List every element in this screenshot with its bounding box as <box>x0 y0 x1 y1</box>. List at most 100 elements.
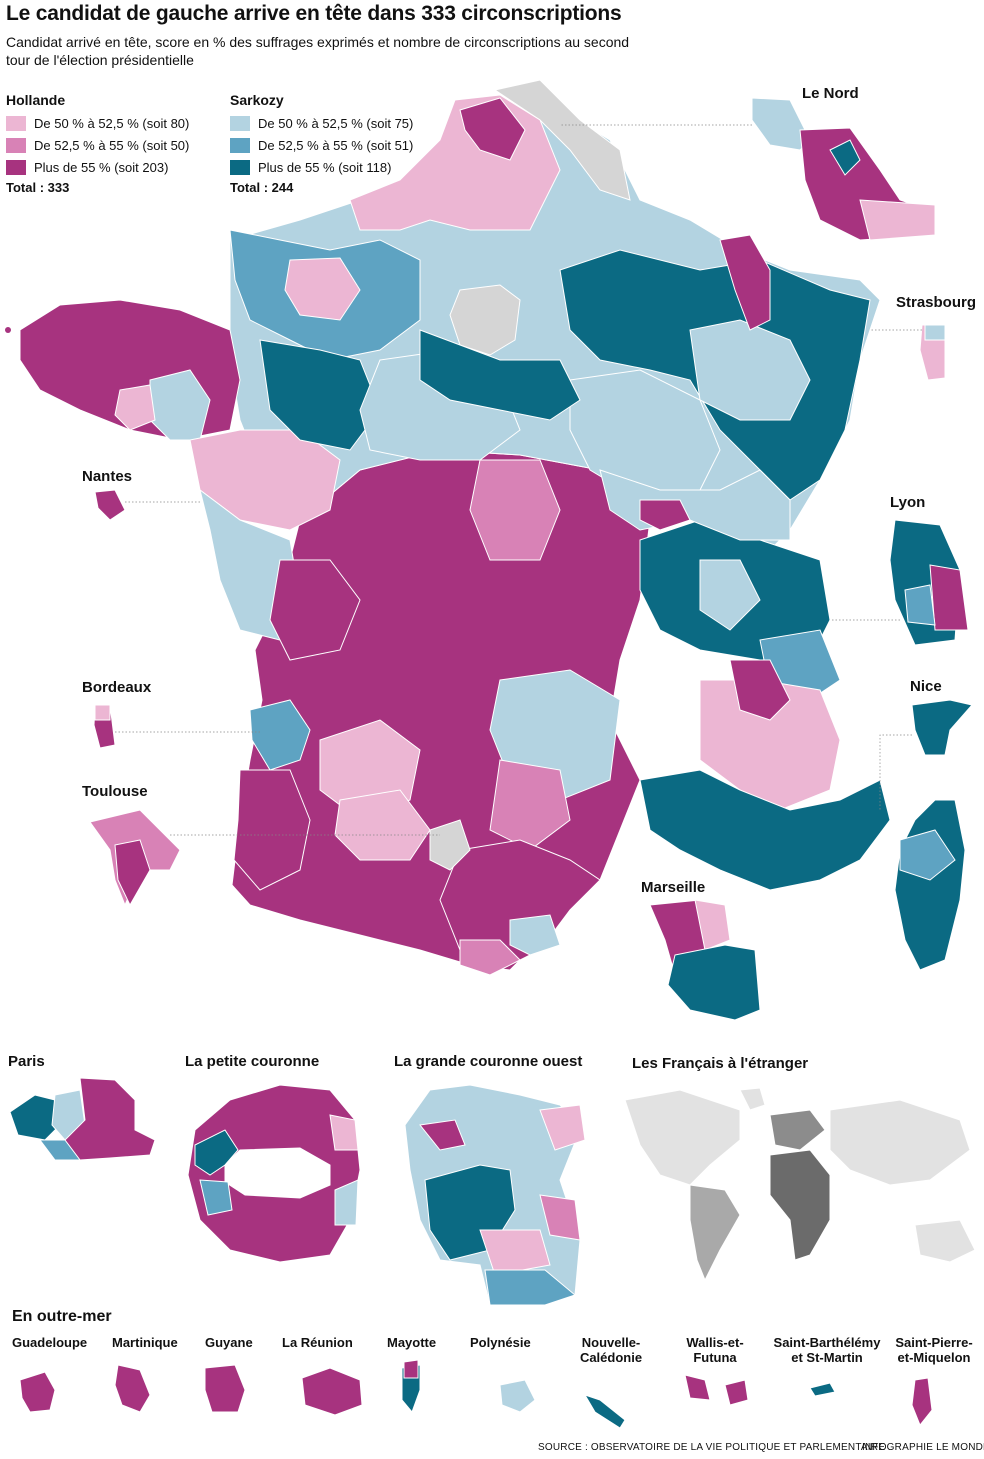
world-oceania <box>914 1219 976 1263</box>
legend-swatch <box>6 159 26 175</box>
legend-swatch <box>230 159 250 175</box>
grande-couronne-pink-s <box>479 1229 551 1276</box>
outre-mer-maps <box>19 1359 933 1429</box>
inset-nantes <box>94 489 200 521</box>
inset-label-strasbourg: Strasbourg <box>896 294 977 311</box>
region-nord-magenta <box>459 97 526 161</box>
legend-item-label: De 50 % à 52,5 % (soit 80) <box>34 115 190 131</box>
page-subtitle: Candidat arrivé en tête, score en % des … <box>6 34 630 68</box>
grande-couronne-pink-ne <box>539 1104 586 1151</box>
region-idf-blue <box>419 329 581 421</box>
world-map <box>624 1087 976 1282</box>
mayotte-pink <box>403 1359 419 1379</box>
inset-label-nice: Nice <box>910 678 942 695</box>
region-languedoc-light <box>509 914 561 956</box>
outre-mer-wallis-futuna: Wallis-et-Futuna <box>686 1335 744 1365</box>
nouvelle-caledonie-shape <box>583 1394 626 1429</box>
legend-swatch <box>230 137 250 153</box>
legend-item-label: Plus de 55 % (soit 118) <box>258 159 392 175</box>
inset-marseille-pink <box>694 899 731 951</box>
legend-item-label: De 52,5 % à 55 % (soit 50) <box>34 137 190 153</box>
region-auvergne-pink2 <box>489 759 571 851</box>
polynesie-shape <box>499 1379 536 1413</box>
inset-nantes-shape <box>94 489 126 521</box>
region-roussillon-pink <box>459 939 521 976</box>
guadeloupe-shape <box>19 1371 56 1413</box>
world-north-america <box>624 1089 741 1186</box>
region-landes-magenta <box>233 769 311 891</box>
outre-mer-title: En outre-mer <box>12 1308 112 1325</box>
inset-marseille-dark <box>667 944 761 1021</box>
inset-label-bordeaux: Bordeaux <box>82 679 152 696</box>
region-corsica-mid <box>899 829 956 881</box>
outre-mer-reunion: La Réunion <box>282 1335 353 1350</box>
saint-pierre-shape <box>911 1377 933 1426</box>
petite-couronne-ring <box>187 1084 361 1263</box>
bottom-map-title-etranger: Les Français à l'étranger <box>632 1055 809 1072</box>
paris-east-magenta <box>59 1077 156 1161</box>
world-africa <box>769 1149 831 1261</box>
inset-label-toulouse: Toulouse <box>82 783 148 800</box>
region-ardennes <box>719 234 771 331</box>
region-nord-pink <box>349 94 561 231</box>
inset-lyon <box>830 519 969 646</box>
outre-mer-saint-barthelemy: Saint-Barthélémy et St-Martin <box>773 1335 881 1365</box>
inset-label-lyon: Lyon <box>890 494 926 511</box>
legend-swatch <box>6 115 26 131</box>
region-limousin-pink <box>469 459 561 561</box>
region-charente-magenta <box>269 559 361 661</box>
outre-mer-martinique: Martinique <box>112 1335 178 1350</box>
legend-item: Plus de 55 % (soit 118) <box>230 156 413 178</box>
region-gironde <box>249 699 311 771</box>
inset-bordeaux <box>93 704 262 749</box>
petite-couronne-west <box>194 1129 239 1176</box>
inset-nice <box>879 699 973 810</box>
legend-item-label: De 52,5 % à 55 % (soit 51) <box>258 137 414 153</box>
petite-couronne-ne-pink <box>329 1114 359 1151</box>
petite-couronne-east-light <box>334 1179 359 1226</box>
inset-bordeaux-light <box>94 704 111 721</box>
inset-label-nantes: Nantes <box>82 468 133 485</box>
bottom-map-title-paris: Paris <box>8 1053 45 1070</box>
region-rhone-light <box>699 559 761 631</box>
inset-marseille <box>649 899 761 1021</box>
credit-note: INFOGRAPHIE LE MONDE <box>862 1442 984 1453</box>
grande-couronne-pink-se <box>539 1194 581 1241</box>
martinique-shape <box>114 1364 151 1413</box>
inset-strasbourg-light <box>924 324 946 341</box>
island-small <box>5 327 11 333</box>
region-nord-grey <box>493 79 631 201</box>
petite-couronne-sw <box>199 1179 233 1216</box>
outre-mer-polynesie: Polynésie <box>470 1335 531 1350</box>
france-map <box>5 79 966 976</box>
inset-nord-blue <box>829 139 861 176</box>
legend-item: De 52,5 % à 55 % (soit 51) <box>230 134 413 156</box>
inset-label-le-nord: Le Nord <box>802 85 859 102</box>
petite-couronne-map <box>187 1084 361 1263</box>
outre-mer-saint-pierre: Saint-Pierre-et-Miquelon <box>895 1335 973 1365</box>
region-drome-magenta <box>729 659 791 721</box>
futuna-shape <box>724 1379 749 1406</box>
legend-item-label: Plus de 55 % (soit 203) <box>34 159 169 175</box>
inset-toulouse <box>89 809 440 907</box>
legend-item: De 50 % à 52,5 % (soit 75) <box>230 112 413 134</box>
legend-hollande-title: Hollande <box>6 92 66 108</box>
region-toulouse-grey <box>429 819 471 871</box>
guyane-shape <box>204 1364 246 1413</box>
bottom-map-title-petite-couronne: La petite couronne <box>185 1053 320 1070</box>
legend-item: De 52,5 % à 55 % (soit 50) <box>6 134 189 156</box>
region-provence-dark <box>639 769 891 891</box>
legend-total: Total : 244 <box>230 180 294 195</box>
reunion-shape <box>301 1367 363 1416</box>
region-brittany-pink <box>114 384 156 431</box>
grande-couronne-magenta-n <box>419 1119 466 1151</box>
legend-swatch <box>230 115 250 131</box>
legend-sarkozy-title: Sarkozy <box>230 92 284 108</box>
inset-le-nord <box>560 97 936 241</box>
region-paris-grey <box>449 284 521 356</box>
world-europe <box>769 1109 826 1151</box>
paris-south-mid <box>39 1139 81 1161</box>
wallis-shape <box>684 1374 711 1401</box>
bottom-map-title-grande-couronne: La grande couronne ouest <box>394 1053 583 1070</box>
